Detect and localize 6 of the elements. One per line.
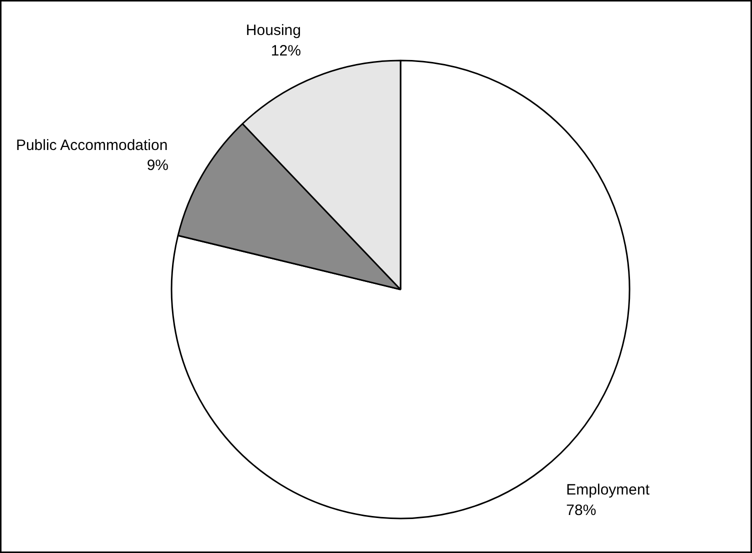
data-label: 12% xyxy=(270,42,301,60)
slice-label: Public Accommodation xyxy=(16,136,168,154)
data-label: 78% xyxy=(566,502,596,519)
slice-label: Employment xyxy=(566,481,650,498)
slice-label: Housing xyxy=(246,22,301,40)
data-label: 9% xyxy=(146,157,169,174)
